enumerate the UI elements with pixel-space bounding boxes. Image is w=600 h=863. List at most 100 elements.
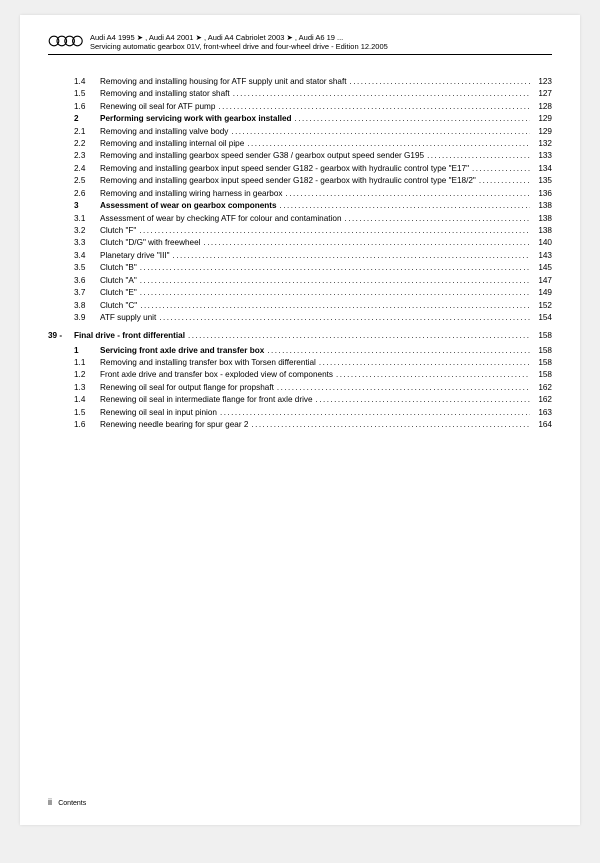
toc-title: Front axle drive and transfer box - expl…	[100, 370, 333, 380]
toc-leader-dots: ........................................…	[137, 288, 530, 298]
toc-title: Renewing oil seal for output flange for …	[100, 383, 274, 393]
toc-page-number: 134	[530, 164, 552, 174]
toc-title: Clutch "B"	[100, 263, 137, 273]
toc-leader-dots: ........................................…	[230, 89, 530, 99]
toc-title: Clutch "A"	[100, 276, 137, 286]
toc-leader-dots: ........................................…	[476, 176, 530, 186]
toc-leader-dots: ........................................…	[185, 331, 530, 341]
toc-page-number: 129	[530, 127, 552, 137]
toc-leader-dots: ........................................…	[156, 313, 530, 323]
toc-number: 3.8	[74, 301, 100, 311]
toc-entry: 3.2Clutch "F"...........................…	[48, 226, 552, 236]
toc-number: 2.5	[74, 176, 100, 186]
toc-page-number: 158	[530, 346, 552, 356]
toc-entry: 2.6Removing and installing wiring harnes…	[48, 189, 552, 199]
page-number: ii	[48, 797, 52, 807]
toc-title: Planetary drive "III"	[100, 251, 170, 261]
toc-title: Assessment of wear on gearbox components	[100, 201, 277, 211]
toc-entry: 3.5Clutch "B"...........................…	[48, 263, 552, 273]
toc-leader-dots: ........................................…	[200, 238, 530, 248]
toc-title: Clutch "C"	[100, 301, 137, 311]
toc-title: Removing and installing gearbox speed se…	[100, 151, 424, 161]
toc-number: 39 -	[48, 331, 74, 341]
toc-page-number: 140	[530, 238, 552, 248]
toc-number: 2.6	[74, 189, 100, 199]
toc-entry: 1.1Removing and installing transfer box …	[48, 358, 552, 368]
toc-number: 1	[74, 346, 100, 356]
toc-entry: 3.4Planetary drive "III"................…	[48, 251, 552, 261]
toc-leader-dots: ........................................…	[137, 301, 530, 311]
toc-number: 2.1	[74, 127, 100, 137]
toc-page-number: 145	[530, 263, 552, 273]
toc-number: 2.4	[74, 164, 100, 174]
toc-page-number: 162	[530, 383, 552, 393]
toc-title: Performing servicing work with gearbox i…	[100, 114, 292, 124]
toc-number: 3.9	[74, 313, 100, 323]
toc-leader-dots: ........................................…	[170, 251, 530, 261]
toc-leader-dots: ........................................…	[228, 127, 530, 137]
toc-title: Clutch "E"	[100, 288, 137, 298]
toc-leader-dots: ........................................…	[333, 370, 530, 380]
page-header: Audi A4 1995 ➤ , Audi A4 2001 ➤ , Audi A…	[48, 33, 552, 55]
toc-leader-dots: ........................................…	[244, 139, 530, 149]
toc-page-number: 136	[530, 189, 552, 199]
toc-leader-dots: ........................................…	[347, 77, 530, 87]
toc-leader-dots: ........................................…	[137, 263, 530, 273]
toc-title: ATF supply unit	[100, 313, 156, 323]
toc-leader-dots: ........................................…	[264, 346, 530, 356]
toc-page-number: 162	[530, 395, 552, 405]
toc-entry: 1.5Removing and installing stator shaft.…	[48, 89, 552, 99]
toc-leader-dots: ........................................…	[342, 214, 531, 224]
toc-page-number: 132	[530, 139, 552, 149]
toc-title: Removing and installing internal oil pip…	[100, 139, 244, 149]
toc-leader-dots: ........................................…	[277, 201, 530, 211]
toc-entry: 2.3Removing and installing gearbox speed…	[48, 151, 552, 161]
toc-page-number: 158	[530, 331, 552, 341]
toc-title: Clutch "F"	[100, 226, 136, 236]
toc-page-number: 128	[530, 102, 552, 112]
header-line1: Audi A4 1995 ➤ , Audi A4 2001 ➤ , Audi A…	[90, 33, 552, 42]
toc-entry: 1.5Renewing oil seal in input pinion....…	[48, 408, 552, 418]
header-text: Audi A4 1995 ➤ , Audi A4 2001 ➤ , Audi A…	[90, 33, 552, 52]
toc-page-number: 163	[530, 408, 552, 418]
toc-page-number: 133	[530, 151, 552, 161]
toc-page-number: 138	[530, 201, 552, 211]
toc-title: Servicing front axle drive and transfer …	[100, 346, 264, 356]
toc-page-number: 158	[530, 370, 552, 380]
toc-number: 1.5	[74, 408, 100, 418]
toc-entry: 2Performing servicing work with gearbox …	[48, 114, 552, 124]
toc-leader-dots: ........................................…	[424, 151, 530, 161]
footer-section-label: Contents	[58, 800, 86, 807]
toc-entry: 2.5Removing and installing gearbox input…	[48, 176, 552, 186]
toc-number: 3.1	[74, 214, 100, 224]
toc-page-number: 127	[530, 89, 552, 99]
audi-logo	[48, 34, 84, 48]
toc-leader-dots: ........................................…	[217, 408, 530, 418]
toc-number: 3.6	[74, 276, 100, 286]
toc-page-number: 149	[530, 288, 552, 298]
toc-leader-dots: ........................................…	[292, 114, 530, 124]
toc-leader-dots: ........................................…	[313, 395, 530, 405]
toc-number: 1.6	[74, 102, 100, 112]
page-footer: ii Contents	[48, 797, 86, 807]
toc-entry: 3.7Clutch "E"...........................…	[48, 288, 552, 298]
toc-entry: 1.2Front axle drive and transfer box - e…	[48, 370, 552, 380]
toc-title: Removing and installing stator shaft	[100, 89, 230, 99]
toc-number: 1.3	[74, 383, 100, 393]
toc-number: 2.2	[74, 139, 100, 149]
toc-page-number: 158	[530, 358, 552, 368]
table-of-contents: 1.4Removing and installing housing for A…	[48, 77, 552, 431]
toc-entry: 1.6Renewing needle bearing for spur gear…	[48, 420, 552, 430]
toc-number: 1.4	[74, 77, 100, 87]
toc-entry: 3.1Assessment of wear by checking ATF fo…	[48, 214, 552, 224]
toc-title: Renewing needle bearing for spur gear 2	[100, 420, 248, 430]
toc-title: Assessment of wear by checking ATF for c…	[100, 214, 342, 224]
toc-title: Renewing oil seal in intermediate flange…	[100, 395, 313, 405]
toc-entry: 1.4Removing and installing housing for A…	[48, 77, 552, 87]
toc-number: 1.2	[74, 370, 100, 380]
toc-title: Final drive - front differential	[74, 331, 185, 341]
toc-leader-dots: ........................................…	[283, 189, 531, 199]
header-line2: Servicing automatic gearbox 01V, front-w…	[90, 42, 552, 51]
toc-entry: 3.9ATF supply unit......................…	[48, 313, 552, 323]
toc-page-number: 138	[530, 214, 552, 224]
